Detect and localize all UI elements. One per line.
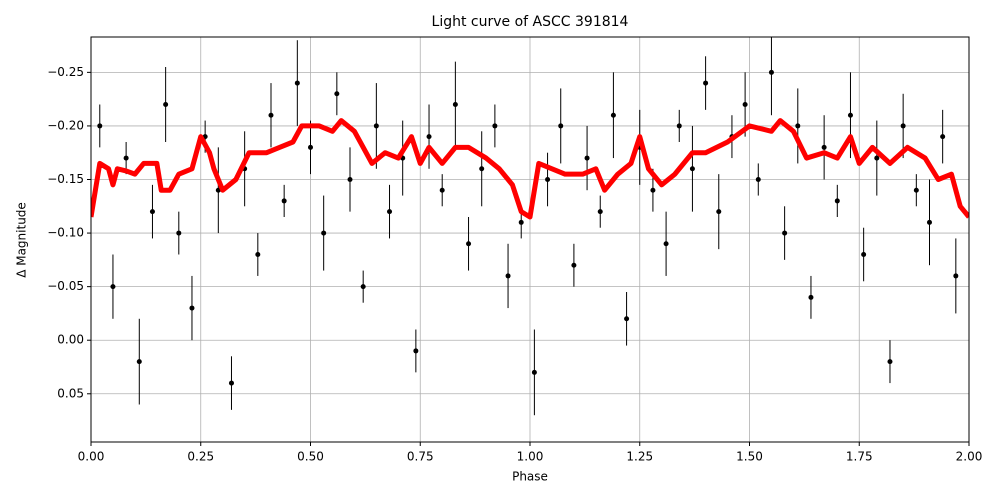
y-tick-label: 0.05 [57, 386, 84, 400]
data-point [703, 80, 709, 86]
x-tick-label: 1.75 [846, 450, 873, 464]
x-tick-label: 0.50 [297, 450, 324, 464]
data-point [808, 294, 814, 300]
data-point [439, 187, 445, 193]
data-point [689, 166, 695, 172]
data-point [413, 348, 419, 354]
data-point [861, 252, 867, 257]
data-point [518, 219, 524, 225]
data-point [887, 359, 893, 365]
x-tick-label: 1.50 [736, 450, 763, 464]
data-point [228, 380, 234, 386]
data-point [940, 134, 946, 140]
data-point [452, 102, 458, 107]
data-point [321, 230, 327, 236]
data-point [373, 123, 379, 129]
data-point [847, 112, 853, 118]
data-point [571, 262, 577, 268]
data-point [268, 112, 274, 118]
data-point [558, 123, 564, 129]
x-tick-label: 0.25 [187, 450, 214, 464]
data-point [176, 230, 182, 236]
y-tick-label: −0.20 [47, 118, 84, 132]
data-point [163, 102, 169, 107]
data-point [913, 187, 919, 193]
data-point [834, 198, 840, 204]
grid [90, 37, 970, 442]
data-point [479, 166, 485, 172]
data-point [347, 177, 353, 182]
data-point [294, 80, 300, 86]
data-point [334, 91, 340, 97]
data-point [795, 123, 801, 129]
data-point [768, 69, 774, 75]
data-point [624, 316, 630, 322]
data-point [926, 219, 932, 225]
data-point [650, 187, 656, 193]
data-point [676, 123, 682, 129]
data-point [505, 273, 511, 279]
x-tick-label: 0.00 [78, 450, 105, 464]
data-point [782, 230, 788, 236]
data-point [610, 112, 616, 118]
smoothed-line [91, 118, 969, 220]
data-point [360, 284, 366, 290]
data-point [821, 144, 827, 150]
data-point [123, 155, 129, 161]
chart-title: Light curve of ASCC 391814 [432, 14, 629, 30]
data-point [492, 123, 498, 129]
x-tick-label: 1.25 [626, 450, 653, 464]
x-tick-label: 2.00 [956, 450, 983, 464]
data-point [466, 241, 472, 247]
data-point [716, 209, 722, 215]
x-tick-label: 1.00 [517, 450, 544, 464]
x-tick-label: 0.75 [407, 450, 434, 464]
data-point [755, 177, 761, 182]
data-point [531, 369, 537, 375]
y-tick-label: 0.00 [57, 333, 84, 347]
data-point [426, 134, 432, 140]
y-tick-label: −0.15 [47, 172, 84, 186]
data-point [136, 359, 142, 365]
data-point [900, 123, 906, 129]
data-point [597, 209, 603, 215]
data-point [874, 155, 880, 161]
y-tick-label: −0.10 [47, 226, 84, 240]
data-point [97, 123, 103, 129]
data-point [189, 305, 195, 311]
data-point [584, 155, 590, 161]
data-point [110, 284, 116, 290]
data-point [387, 209, 393, 215]
data-point [281, 198, 287, 204]
data-point [149, 209, 155, 215]
data-point [545, 177, 551, 182]
data-point [953, 273, 959, 279]
data-point [663, 241, 669, 247]
y-axis-label: Δ Magnitude [15, 202, 29, 278]
data-point [255, 252, 261, 257]
data-point [742, 102, 748, 107]
plot-area [91, 37, 969, 416]
x-axis-label: Phase [512, 470, 548, 484]
y-tick-label: −0.05 [47, 279, 84, 293]
data-point [308, 144, 313, 150]
y-tick-label: −0.25 [47, 65, 84, 79]
